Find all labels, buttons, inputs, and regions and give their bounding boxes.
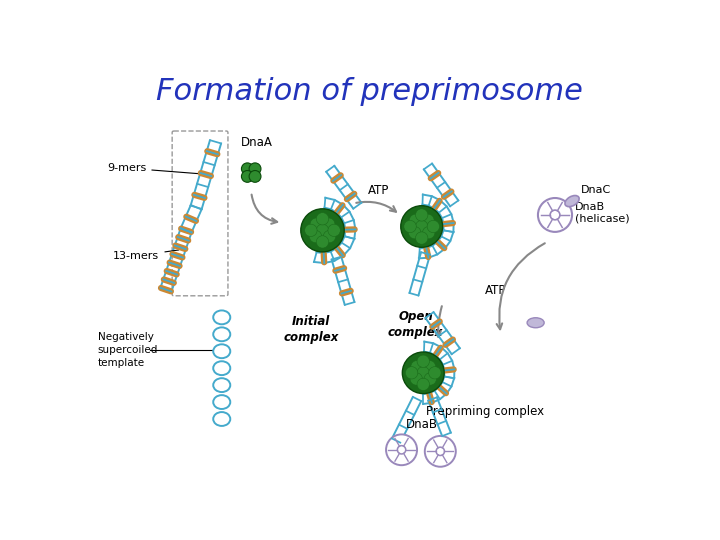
Circle shape: [417, 355, 429, 367]
Circle shape: [401, 206, 443, 247]
Text: Negatively
supercoiled
template: Negatively supercoiled template: [98, 332, 158, 368]
Text: Initial
complex: Initial complex: [283, 315, 338, 344]
Circle shape: [386, 434, 417, 465]
Circle shape: [550, 210, 560, 220]
Circle shape: [538, 198, 572, 232]
Circle shape: [409, 214, 422, 226]
Text: Prepriming complex: Prepriming complex: [426, 405, 544, 418]
Circle shape: [427, 220, 439, 233]
Circle shape: [249, 163, 261, 174]
Circle shape: [249, 171, 261, 183]
Circle shape: [310, 231, 322, 242]
Circle shape: [241, 171, 253, 183]
Ellipse shape: [527, 318, 544, 328]
Circle shape: [316, 213, 329, 225]
Circle shape: [323, 231, 336, 242]
Circle shape: [436, 447, 444, 456]
Circle shape: [410, 373, 423, 385]
Circle shape: [411, 361, 423, 373]
Circle shape: [424, 373, 436, 385]
Circle shape: [415, 232, 428, 244]
Circle shape: [423, 361, 436, 373]
Text: DnaA: DnaA: [241, 136, 273, 148]
Circle shape: [328, 224, 341, 237]
Text: DnaB
(helicase): DnaB (helicase): [575, 201, 630, 223]
Circle shape: [241, 163, 253, 174]
Circle shape: [405, 367, 418, 379]
Circle shape: [417, 378, 429, 390]
Circle shape: [316, 224, 329, 237]
Circle shape: [316, 236, 329, 248]
Circle shape: [415, 220, 428, 233]
Circle shape: [408, 226, 421, 239]
Circle shape: [423, 226, 435, 239]
Circle shape: [425, 436, 456, 467]
Circle shape: [415, 209, 428, 221]
Text: ATP: ATP: [367, 184, 389, 197]
Circle shape: [402, 352, 444, 394]
Circle shape: [397, 446, 406, 454]
Circle shape: [301, 209, 344, 252]
Circle shape: [417, 367, 429, 379]
Circle shape: [422, 214, 434, 226]
Text: 9-mers: 9-mers: [107, 163, 202, 174]
Circle shape: [323, 218, 335, 231]
Text: Formation of preprimosome: Formation of preprimosome: [156, 77, 582, 106]
Text: ATP: ATP: [485, 284, 507, 297]
Circle shape: [428, 367, 441, 379]
Ellipse shape: [565, 195, 579, 207]
Circle shape: [305, 224, 317, 237]
Circle shape: [404, 220, 416, 233]
Text: DnaB: DnaB: [405, 418, 438, 431]
Text: Open
complex: Open complex: [388, 309, 444, 339]
Text: 13-mers: 13-mers: [113, 250, 179, 261]
Text: DnaC: DnaC: [581, 185, 611, 195]
Circle shape: [310, 218, 323, 231]
